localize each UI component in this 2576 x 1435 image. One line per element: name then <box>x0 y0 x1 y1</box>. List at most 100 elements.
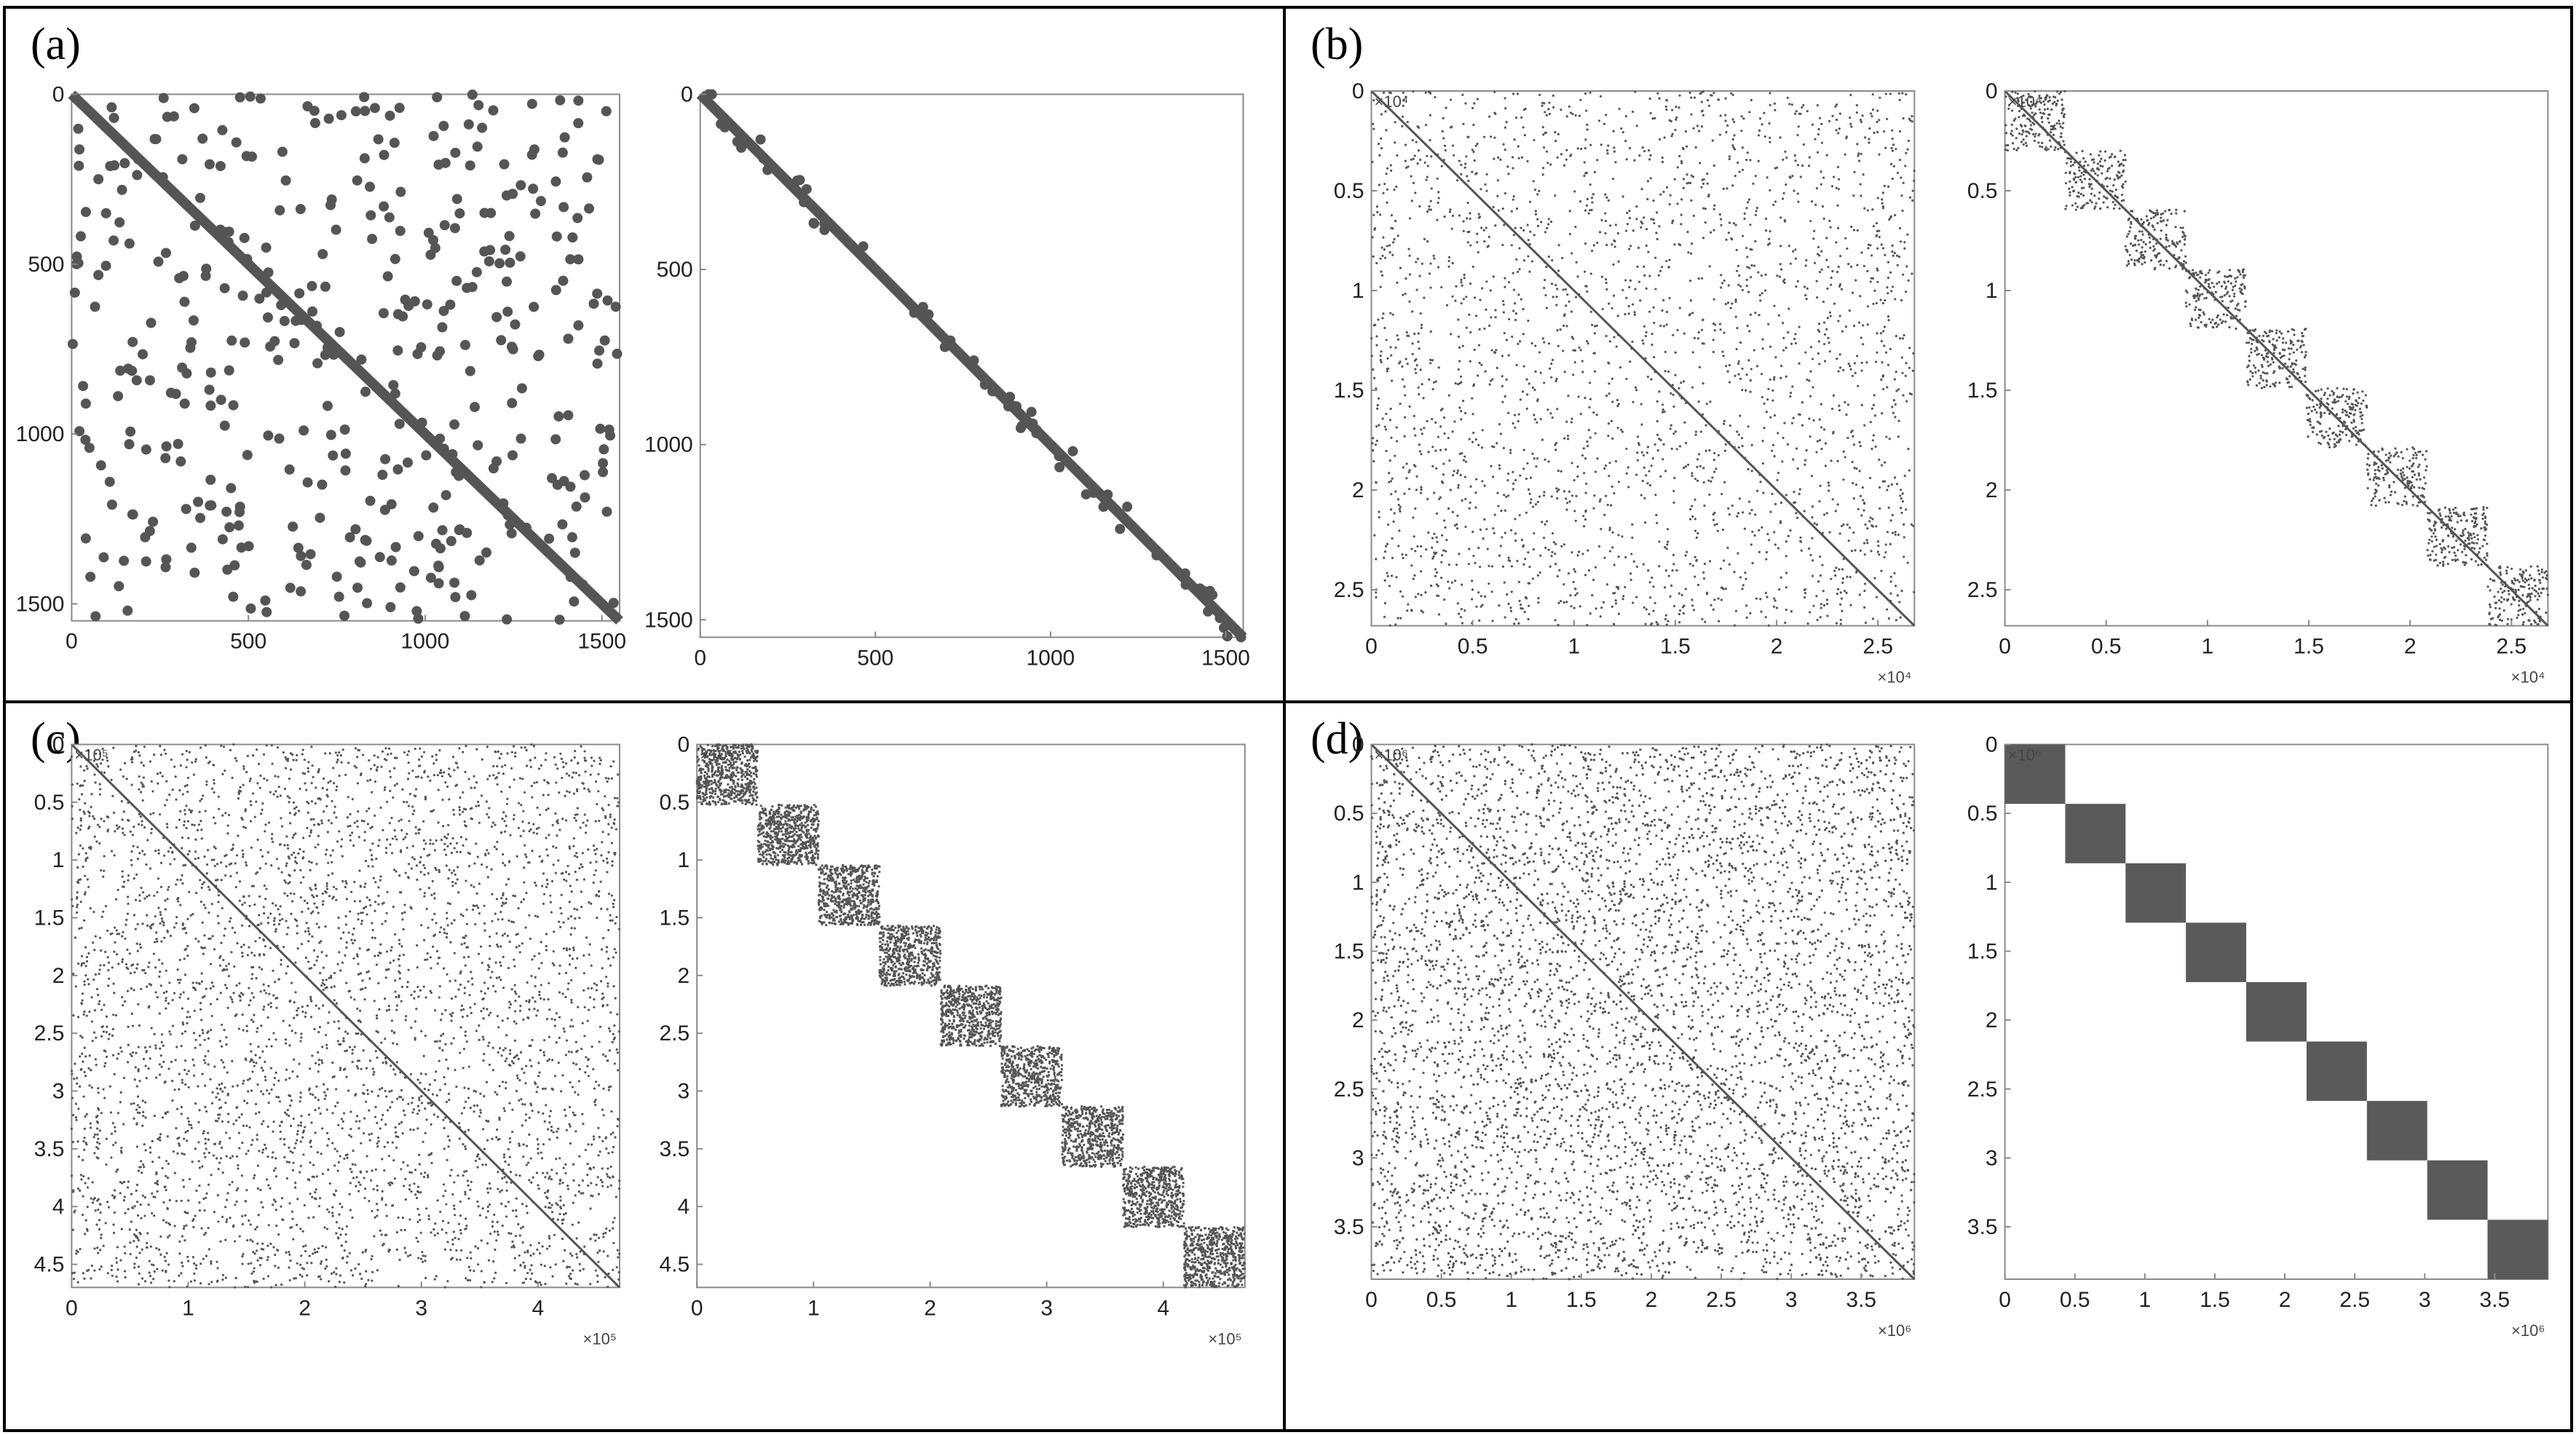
nonzero-dot <box>1479 528 1482 531</box>
nonzero-dot <box>1472 554 1475 558</box>
nonzero-dot <box>1519 604 1522 606</box>
nonzero-dot <box>2119 149 2122 152</box>
nonzero-dot <box>2355 425 2358 429</box>
nonzero-dot <box>2190 317 2194 320</box>
nonzero-dot <box>2138 230 2141 233</box>
nonzero-dot <box>537 1152 540 1155</box>
nonzero-dot <box>2142 221 2145 224</box>
nonzero-dot <box>1554 448 1557 451</box>
nonzero-dot <box>1587 212 1590 215</box>
nonzero-dot <box>1759 299 1762 302</box>
nonzero-dot <box>1550 554 1553 558</box>
nonzero-dot <box>1462 229 1465 233</box>
nonzero-dot <box>1504 97 1506 100</box>
nonzero-dot <box>1565 508 1568 511</box>
nonzero-dot <box>2180 249 2183 252</box>
nonzero-dot <box>317 248 328 259</box>
nonzero-dot <box>1796 467 1799 470</box>
nonzero-dot <box>2259 374 2262 377</box>
nonzero-dot <box>1819 574 1822 577</box>
nonzero-dot <box>1514 318 1517 322</box>
nonzero-dot <box>2106 206 2109 209</box>
nonzero-dot <box>1894 585 1897 588</box>
nonzero-dot <box>2311 430 2315 433</box>
nonzero-dot <box>1449 126 1453 129</box>
nonzero-dot <box>1720 282 1724 285</box>
nonzero-dot <box>2208 278 2210 281</box>
nonzero-dot <box>1812 604 1815 607</box>
nonzero-dot <box>588 790 591 793</box>
nonzero-dot <box>1900 507 1903 510</box>
nonzero-dot <box>2470 546 2473 550</box>
nonzero-dot <box>2065 205 2068 207</box>
nonzero-dot <box>1509 606 1512 609</box>
nonzero-dot <box>2326 398 2329 400</box>
nonzero-dot <box>106 102 117 113</box>
nonzero-dot <box>1866 269 1869 273</box>
nonzero-dot <box>1465 155 1468 158</box>
nonzero-dot <box>1469 244 1472 247</box>
nonzero-dot <box>2214 290 2218 293</box>
nonzero-dot <box>1697 331 1700 334</box>
nonzero-dot <box>1534 344 1537 347</box>
nonzero-dot <box>1752 182 1755 185</box>
nonzero-dot <box>1562 324 1565 327</box>
nonzero-dot <box>1375 205 1378 208</box>
nonzero-dot <box>1838 408 1841 412</box>
x-tick-label: 1000 <box>1027 646 1075 670</box>
nonzero-dot <box>1448 587 1451 590</box>
nonzero-dot <box>1561 256 1564 260</box>
nonzero-dot <box>1868 141 1870 144</box>
nonzero-dot <box>1731 302 1734 305</box>
nonzero-dot <box>1830 407 1834 411</box>
nonzero-dot <box>2342 387 2345 390</box>
nonzero-dot <box>1621 288 1624 292</box>
nonzero-dot <box>1702 90 1705 93</box>
nonzero-dot <box>1872 224 1876 228</box>
nonzero-dot <box>1420 488 1423 491</box>
nonzero-dot <box>554 614 565 625</box>
nonzero-dot <box>1565 325 1568 328</box>
nonzero-dot <box>2166 218 2169 221</box>
nonzero-dot <box>2238 287 2241 290</box>
nonzero-dot <box>1803 463 1806 466</box>
nonzero-dot <box>1652 218 1655 221</box>
nonzero-dot <box>1431 557 1434 560</box>
nonzero-dot <box>2510 580 2513 582</box>
nonzero-dot <box>1824 333 1827 336</box>
nonzero-dot <box>1674 373 1677 376</box>
nonzero-dot <box>1479 605 1482 608</box>
nonzero-dot <box>1586 128 1589 131</box>
nonzero-dot <box>2171 242 2174 245</box>
nonzero-dot <box>1606 503 1609 507</box>
nonzero-dot <box>1894 531 1897 534</box>
nonzero-dot <box>1860 152 1862 156</box>
nonzero-dot <box>1801 401 1803 404</box>
nonzero-dot <box>438 306 449 317</box>
nonzero-dot <box>1465 296 1468 299</box>
nonzero-dot <box>1784 150 1787 153</box>
nonzero-dot <box>1404 357 1407 360</box>
nonzero-dot <box>2184 255 2187 258</box>
nonzero-dot <box>2016 98 2020 101</box>
nonzero-dot <box>1474 438 1477 441</box>
nonzero-dot <box>1753 349 1755 352</box>
nonzero-dot <box>1777 432 1779 435</box>
nonzero-dot <box>1804 293 1807 297</box>
nonzero-dot <box>2251 342 2253 345</box>
nonzero-dot <box>1374 443 1378 446</box>
nonzero-dot <box>1402 104 1404 107</box>
nonzero-dot <box>1817 352 1820 355</box>
nonzero-dot <box>294 288 305 299</box>
nonzero-dot <box>1662 325 1666 328</box>
nonzero-dot <box>1894 476 1897 479</box>
nonzero-dot <box>1502 143 1505 146</box>
nonzero-dot <box>1852 194 1855 197</box>
nonzero-dot <box>1528 565 1531 569</box>
nonzero-dot <box>141 823 143 826</box>
nonzero-dot <box>1694 478 1697 481</box>
nonzero-dot <box>571 501 582 512</box>
nonzero-dot <box>1894 403 1897 406</box>
nonzero-dot <box>1606 152 1609 155</box>
nonzero-dot <box>1663 136 1666 139</box>
